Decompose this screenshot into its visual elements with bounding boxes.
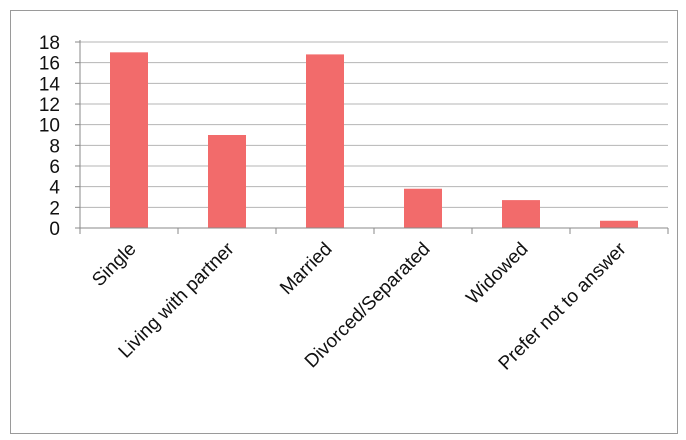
x-category-label: Single	[88, 239, 140, 291]
y-tick-label: 2	[49, 198, 60, 219]
gridlines	[80, 41, 668, 208]
y-tick-label: 12	[39, 95, 60, 116]
bar-single	[110, 52, 148, 229]
bars	[110, 52, 638, 229]
y-tick-label: 16	[39, 54, 60, 75]
y-tick-label: 8	[49, 136, 60, 157]
bar-prefer-not-to-answer	[600, 220, 638, 228]
y-tick-label: 6	[49, 157, 60, 178]
y-tick-label: 14	[39, 74, 61, 95]
y-tick-label: 10	[39, 116, 60, 137]
y-tick-label: 0	[49, 219, 60, 240]
bar-married	[306, 54, 344, 229]
bar-living-with-partner	[208, 135, 246, 228]
x-category-label: Married	[276, 239, 336, 299]
bar-divorced-separated	[404, 188, 442, 228]
bar-widowed	[502, 200, 540, 228]
y-tick-label: 4	[49, 178, 60, 199]
x-category-label: Widowed	[462, 239, 532, 309]
y-tick-label: 18	[39, 33, 60, 54]
axes	[75, 40, 669, 234]
